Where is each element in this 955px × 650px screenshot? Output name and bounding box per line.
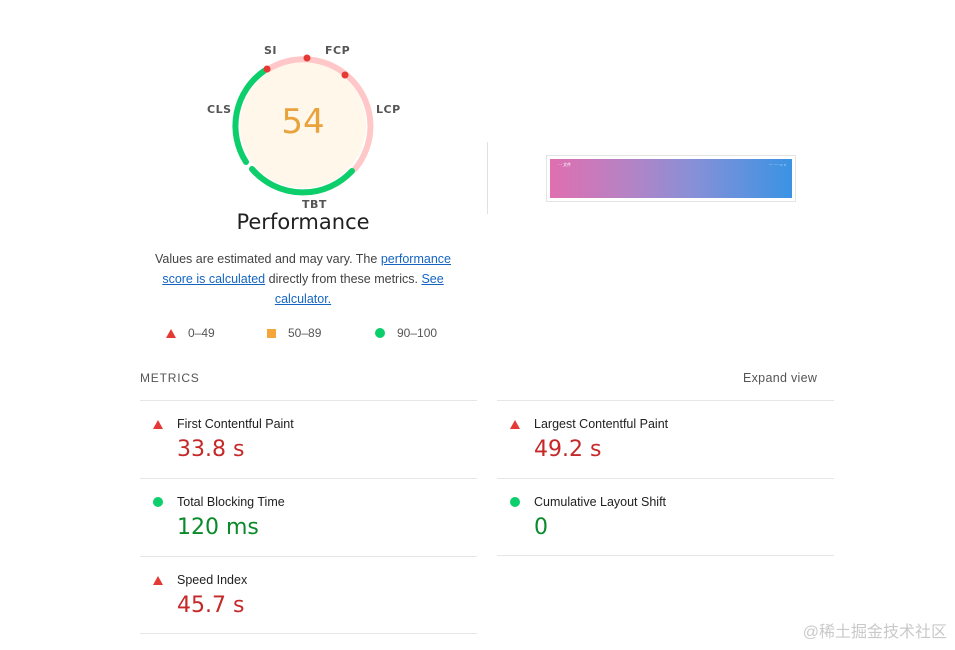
metric-si: Speed Index 45.7 s	[140, 556, 477, 634]
metric-value: 45.7 s	[177, 593, 245, 618]
gauge-fill	[240, 62, 366, 188]
gauge-ring	[232, 54, 374, 196]
circle-icon	[375, 328, 385, 338]
metric-tbt: Total Blocking Time 120 ms	[140, 478, 477, 556]
screenshot-image: ··· 文件 ···· ··· ○ ○	[550, 159, 792, 198]
page-screenshot-thumbnail[interactable]: ··· 文件 ···· ··· ○ ○	[546, 155, 796, 202]
see-calculator-link[interactable]: See calculator.	[274, 272, 444, 306]
triangle-icon	[153, 576, 163, 585]
vertical-divider	[487, 142, 488, 214]
metric-value: 0	[534, 515, 548, 540]
square-icon	[267, 328, 276, 338]
watermark: @稀土掘金技术社区	[802, 624, 947, 641]
metric-cls: Cumulative Layout Shift 0	[497, 478, 834, 556]
gauge-dot-fcp	[303, 54, 311, 62]
performance-title: Performance	[236, 210, 370, 234]
gauge-arc-tbt	[249, 166, 355, 196]
gauge-label-tbt: TBT	[302, 198, 327, 211]
circle-icon	[510, 497, 520, 507]
metric-value: 49.2 s	[534, 437, 602, 462]
legend-label: 90–100	[397, 326, 438, 340]
triangle-icon	[153, 420, 163, 429]
metric-name: Total Blocking Time	[177, 495, 285, 509]
gauge-arc-poor	[264, 56, 374, 172]
legend-item-good: 90–100	[375, 326, 437, 340]
triangle-icon	[510, 420, 520, 429]
metric-fcp: First Contentful Paint 33.8 s	[140, 400, 477, 478]
gauge-dot-lcp	[341, 71, 349, 79]
legend-item-average: 50–89	[267, 326, 321, 340]
gauge-arc-cls	[232, 68, 267, 165]
metric-value: 33.8 s	[177, 437, 245, 462]
circle-icon	[153, 497, 163, 507]
gauge-dot-si	[263, 65, 271, 73]
performance-score: 54	[281, 102, 325, 142]
performance-score-link[interactable]: performance score is calculated	[162, 252, 451, 286]
gauge-label-si: SI	[264, 44, 278, 57]
legend-label: 0–49	[188, 326, 215, 340]
metric-divider	[497, 555, 834, 556]
gauge-label-fcp: FCP	[325, 44, 351, 57]
metric-name: First Contentful Paint	[177, 417, 294, 431]
triangle-icon	[166, 328, 176, 338]
metric-value: 120 ms	[177, 515, 259, 540]
legend-item-poor: 0–49	[166, 326, 215, 340]
gauge-label-lcp: LCP	[376, 103, 401, 116]
screenshot-nav-right: ···· ··· ○ ○	[768, 162, 787, 167]
metric-name: Largest Contentful Paint	[534, 417, 669, 431]
description-text: Values are estimated and may vary. The	[155, 252, 381, 266]
score-description: Values are estimated and may vary. The p…	[140, 249, 466, 309]
metric-name: Speed Index	[177, 573, 248, 587]
legend-label: 50–89	[288, 326, 322, 340]
gauge-label-cls: CLS	[207, 103, 232, 116]
metric-lcp: Largest Contentful Paint 49.2 s	[497, 400, 834, 478]
expand-view-toggle[interactable]: Expand view	[743, 371, 818, 385]
metric-name: Cumulative Layout Shift	[534, 495, 667, 509]
description-text-2: directly from these metrics.	[265, 272, 422, 286]
metrics-section-title: METRICS	[140, 371, 200, 385]
screenshot-nav-left: ··· 文件	[558, 162, 572, 167]
performance-gauge: 54 SI FCP LCP TBT CLS	[200, 40, 420, 240]
metric-divider	[140, 633, 477, 634]
